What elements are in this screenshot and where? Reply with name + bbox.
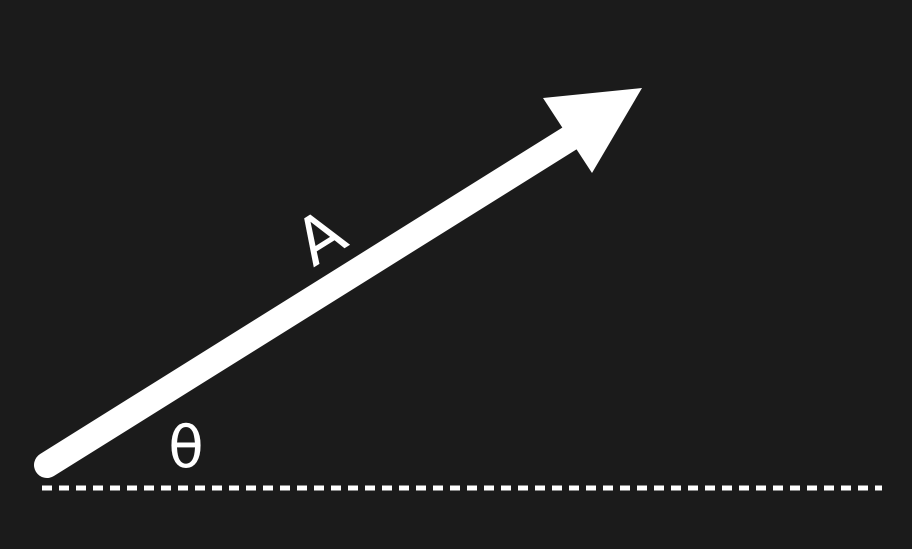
- vector-shaft: [34, 122, 588, 478]
- vector-arrowhead: [543, 88, 642, 173]
- angle-label: θ: [168, 413, 204, 481]
